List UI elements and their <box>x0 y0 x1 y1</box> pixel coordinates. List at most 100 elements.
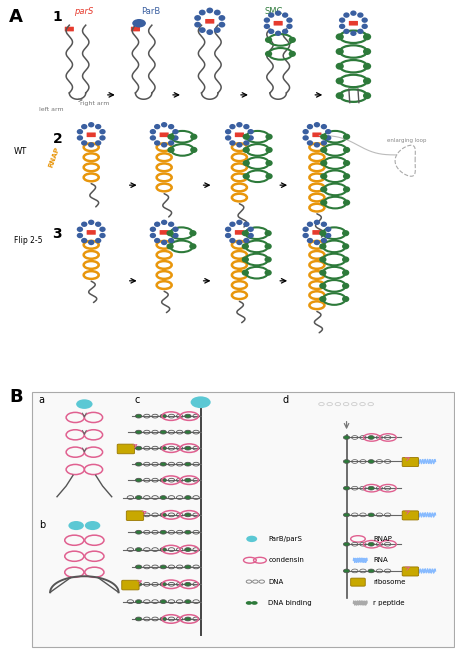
Circle shape <box>367 460 374 464</box>
FancyBboxPatch shape <box>32 392 453 647</box>
Circle shape <box>264 256 271 262</box>
Circle shape <box>247 129 253 134</box>
Circle shape <box>184 513 191 517</box>
Circle shape <box>274 10 281 16</box>
FancyBboxPatch shape <box>350 578 364 586</box>
Circle shape <box>356 12 363 18</box>
Circle shape <box>236 122 242 128</box>
Circle shape <box>241 270 248 276</box>
Circle shape <box>302 135 308 141</box>
Circle shape <box>342 147 349 153</box>
Circle shape <box>320 238 326 243</box>
Circle shape <box>190 396 210 408</box>
FancyBboxPatch shape <box>86 132 96 137</box>
Circle shape <box>81 221 87 227</box>
Circle shape <box>265 160 272 166</box>
Circle shape <box>281 29 288 34</box>
Circle shape <box>319 186 327 193</box>
Circle shape <box>161 219 167 225</box>
Circle shape <box>160 462 166 466</box>
Circle shape <box>245 601 252 605</box>
Circle shape <box>135 583 142 586</box>
Circle shape <box>236 142 242 148</box>
Circle shape <box>160 414 166 418</box>
Text: 3: 3 <box>52 227 62 241</box>
Circle shape <box>85 521 100 530</box>
Circle shape <box>88 219 94 225</box>
Circle shape <box>338 23 344 29</box>
Circle shape <box>135 430 142 434</box>
Circle shape <box>343 29 349 34</box>
Circle shape <box>194 15 201 21</box>
Circle shape <box>318 270 326 276</box>
Circle shape <box>367 436 374 439</box>
Circle shape <box>302 233 308 238</box>
Circle shape <box>76 399 92 409</box>
Circle shape <box>362 62 370 70</box>
Circle shape <box>149 129 156 134</box>
FancyBboxPatch shape <box>126 511 143 521</box>
Circle shape <box>306 238 313 243</box>
Circle shape <box>88 122 94 128</box>
Circle shape <box>341 270 349 276</box>
Circle shape <box>224 227 231 232</box>
Circle shape <box>229 221 235 227</box>
Circle shape <box>324 233 331 238</box>
Circle shape <box>160 478 166 482</box>
Circle shape <box>172 135 178 141</box>
Circle shape <box>335 92 343 99</box>
Circle shape <box>343 513 349 517</box>
Circle shape <box>68 521 84 530</box>
Circle shape <box>198 27 205 33</box>
Circle shape <box>335 77 343 85</box>
FancyBboxPatch shape <box>234 230 243 235</box>
Circle shape <box>242 133 249 140</box>
Text: 2: 2 <box>52 132 62 146</box>
Circle shape <box>286 18 292 23</box>
Circle shape <box>343 486 349 490</box>
Circle shape <box>184 430 191 434</box>
Circle shape <box>341 296 349 302</box>
Circle shape <box>236 240 242 245</box>
Text: r peptide: r peptide <box>372 600 404 606</box>
Circle shape <box>367 542 374 546</box>
Circle shape <box>361 18 367 23</box>
Circle shape <box>135 447 142 450</box>
Circle shape <box>154 140 160 146</box>
Circle shape <box>224 233 231 238</box>
Circle shape <box>306 221 313 227</box>
Circle shape <box>318 243 326 249</box>
Circle shape <box>241 243 248 249</box>
Circle shape <box>319 199 327 206</box>
Circle shape <box>76 227 83 232</box>
FancyBboxPatch shape <box>273 21 282 25</box>
Circle shape <box>135 462 142 466</box>
Circle shape <box>243 238 249 243</box>
Circle shape <box>149 233 156 238</box>
Circle shape <box>190 147 197 153</box>
Circle shape <box>99 135 106 141</box>
Text: a: a <box>39 395 45 405</box>
Text: d: d <box>282 395 288 405</box>
Circle shape <box>341 283 349 289</box>
Circle shape <box>160 565 166 569</box>
Text: right arm: right arm <box>80 101 109 105</box>
Circle shape <box>184 478 191 482</box>
FancyBboxPatch shape <box>348 21 357 25</box>
Text: 1: 1 <box>52 10 62 23</box>
Circle shape <box>166 243 173 249</box>
Circle shape <box>135 495 142 499</box>
Circle shape <box>356 29 363 34</box>
Circle shape <box>135 531 142 534</box>
Circle shape <box>172 227 178 232</box>
Circle shape <box>341 230 349 236</box>
Circle shape <box>362 92 370 99</box>
Circle shape <box>320 221 326 227</box>
Circle shape <box>184 565 191 569</box>
FancyBboxPatch shape <box>159 230 168 235</box>
FancyBboxPatch shape <box>401 458 418 467</box>
Circle shape <box>149 227 156 232</box>
Circle shape <box>184 531 191 534</box>
Circle shape <box>319 147 327 153</box>
Text: enlarging loop: enlarging loop <box>386 138 425 143</box>
